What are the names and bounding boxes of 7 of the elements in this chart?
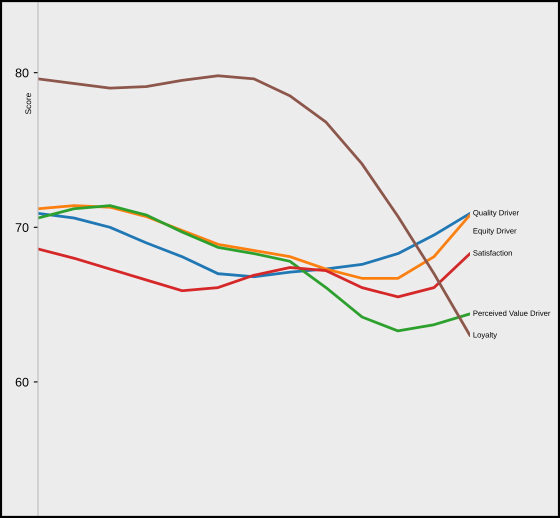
y-axis-title: Score <box>25 93 32 114</box>
line-series <box>38 248 470 298</box>
y-tick-label: 60 <box>16 378 28 387</box>
y-tick-label: 70 <box>16 223 28 232</box>
line-series <box>38 204 470 332</box>
line-series <box>38 74 470 337</box>
y-tick-label: 80 <box>16 68 28 78</box>
